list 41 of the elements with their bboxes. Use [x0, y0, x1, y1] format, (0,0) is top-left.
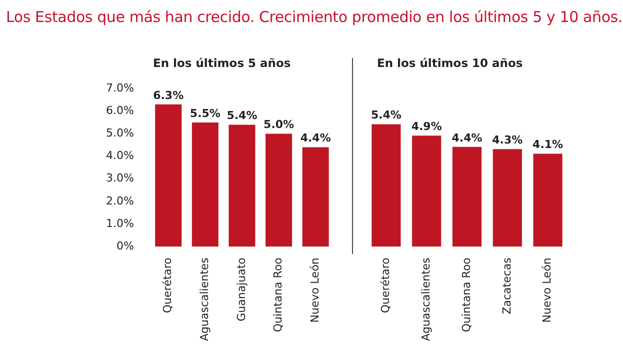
- bar: [302, 147, 329, 247]
- chart-title: Los Estados que más han crecido. Crecimiento promedio en los últimos 5 y 10 años.: [6, 8, 622, 26]
- bar: [533, 154, 562, 247]
- data-label: 6.3%: [153, 88, 184, 102]
- x-tick-label: Quintana Roo: [272, 257, 285, 332]
- bar: [452, 146, 482, 247]
- y-tick-label: 7.0%: [106, 81, 134, 94]
- y-tick-label: 3.0%: [106, 172, 134, 185]
- y-tick-label: 5.0%: [106, 126, 134, 140]
- chart-subtitle: En los últimos 10 años: [377, 56, 523, 70]
- data-label: 4.4%: [452, 131, 482, 144]
- data-label: 5.4%: [370, 108, 402, 122]
- bar: [372, 124, 401, 247]
- bar: [412, 136, 442, 247]
- chart-subtitle: En los últimos 5 años: [153, 56, 291, 70]
- x-tick-label: Zacatecas: [500, 257, 514, 314]
- data-label: 5.0%: [264, 118, 294, 132]
- y-tick-label: 2.0%: [106, 194, 134, 208]
- bar: [192, 122, 218, 247]
- x-tick-label: Guanajuato: [234, 257, 248, 322]
- y-tick-label: 1.0%: [106, 216, 134, 230]
- data-label: 4.3%: [492, 134, 523, 147]
- bar: [266, 134, 292, 247]
- data-label: 5.4%: [226, 109, 258, 122]
- x-tick-label: Querétaro: [161, 257, 174, 314]
- data-label: 4.4%: [300, 132, 331, 145]
- bar: [492, 149, 522, 247]
- x-tick-label: Querétaro: [379, 257, 392, 314]
- x-tick-label: Nuevo León: [308, 258, 322, 323]
- bar: [155, 104, 182, 247]
- y-tick-label: 6.0%: [106, 104, 134, 118]
- y-tick-label: 0%: [116, 239, 134, 252]
- bar: [228, 124, 256, 247]
- x-tick-label: Aguascalientes: [198, 257, 212, 342]
- data-label: 5.5%: [190, 106, 220, 120]
- data-label: 4.1%: [532, 138, 564, 152]
- x-tick-label: Quintana Roo: [460, 257, 473, 332]
- x-tick-label: Nuevo León: [540, 258, 554, 323]
- y-tick-label: 4.0%: [106, 149, 134, 162]
- x-tick-label: Aguascalientes: [419, 257, 432, 342]
- data-label: 4.9%: [411, 120, 442, 133]
